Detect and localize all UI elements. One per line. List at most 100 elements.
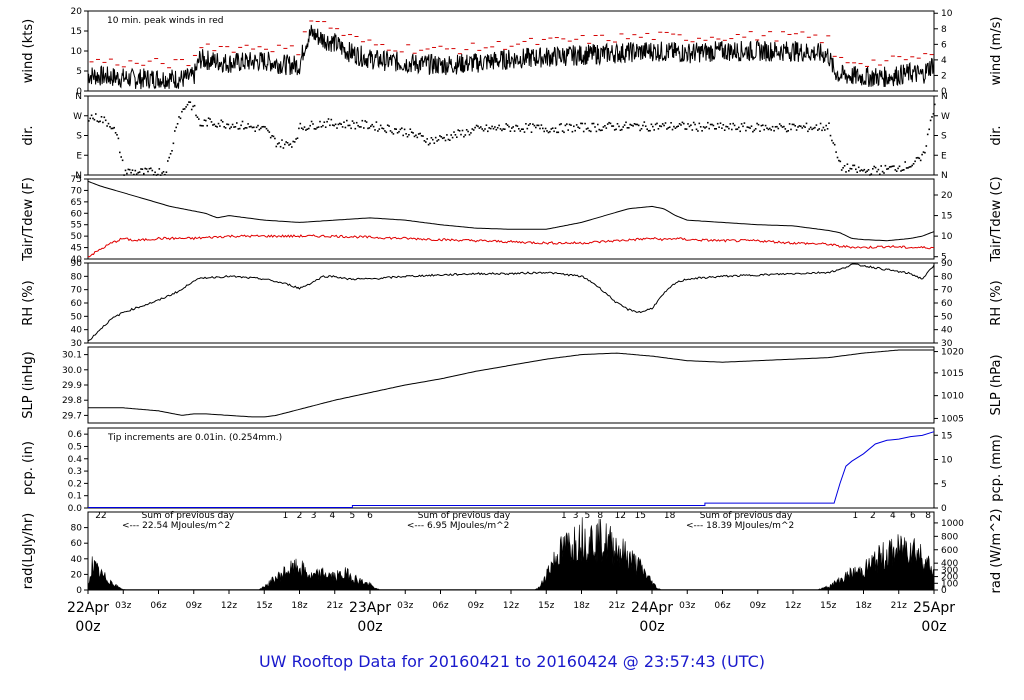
direction-point — [254, 130, 256, 132]
direction-point — [444, 139, 447, 142]
radiation-annotation: 3 — [573, 511, 579, 521]
direction-point — [791, 123, 794, 126]
direction-point — [564, 124, 567, 127]
direction-point — [334, 123, 337, 126]
radiation-annotation: 5 — [350, 511, 356, 521]
day-hour-label: 00z — [921, 619, 946, 635]
hour-label: 21z — [327, 601, 343, 611]
direction-point — [853, 164, 856, 167]
direction-point — [248, 126, 251, 128]
hour-label: 06z — [150, 601, 166, 611]
hour-label: 15z — [820, 601, 836, 611]
direction-point — [785, 130, 788, 133]
direction-point — [415, 134, 417, 137]
direction-point — [544, 127, 547, 130]
left-tick-label: N — [75, 92, 82, 102]
direction-point — [876, 170, 878, 173]
direction-point — [498, 124, 500, 127]
left-tick-label: 0.3 — [68, 467, 82, 477]
direction-point — [504, 128, 506, 130]
direction-point — [911, 164, 913, 167]
day-label: 22Apr — [67, 600, 109, 616]
direction-point — [676, 126, 678, 128]
right-axis-label: dir. — [989, 125, 1004, 145]
left-axis-label: SLP (inHg) — [21, 351, 36, 419]
direction-point — [260, 127, 262, 130]
hour-label: 18z — [855, 601, 871, 611]
direction-point — [465, 129, 468, 131]
direction-point — [671, 128, 674, 131]
direction-point — [570, 124, 572, 126]
right-tick-label: 0 — [941, 504, 947, 514]
direction-point — [446, 134, 448, 136]
direction-point — [745, 129, 747, 132]
direction-point — [116, 134, 118, 136]
direction-point — [143, 172, 145, 175]
direction-point — [337, 123, 340, 126]
direction-point — [437, 139, 440, 141]
direction-point — [628, 127, 630, 129]
direction-point — [870, 173, 873, 175]
right-tick-label: W — [941, 112, 950, 122]
direction-point — [735, 128, 737, 131]
direction-point — [202, 125, 204, 127]
left-tick-label: 30.1 — [62, 351, 82, 361]
direction-point — [602, 126, 605, 128]
direction-point — [699, 126, 702, 128]
direction-point — [886, 168, 888, 170]
direction-point — [244, 127, 247, 129]
direction-point — [274, 137, 276, 140]
direction-point — [701, 130, 703, 132]
direction-point — [688, 125, 691, 128]
left-tick-label: 29.8 — [62, 396, 82, 406]
direction-point — [918, 157, 921, 160]
direction-point — [176, 123, 179, 125]
direction-point — [427, 143, 430, 146]
direction-point — [661, 123, 664, 125]
direction-point — [234, 126, 237, 128]
direction-point — [558, 123, 561, 126]
radiation-annotation: 22 — [95, 511, 106, 521]
day-hour-label: 00z — [357, 619, 382, 635]
direction-point — [378, 128, 381, 130]
direction-point — [630, 124, 633, 126]
right-tick-label: 1005 — [941, 414, 964, 424]
direction-point — [705, 126, 708, 128]
direction-point — [484, 128, 486, 130]
direction-point — [237, 128, 240, 130]
direction-point — [488, 127, 490, 129]
direction-point — [776, 125, 778, 128]
direction-point — [599, 129, 602, 132]
direction-point — [605, 127, 608, 129]
hour-label: 06z — [432, 601, 448, 611]
direction-point — [540, 124, 543, 126]
direction-point — [463, 135, 465, 138]
left-tick-label: S — [76, 132, 82, 142]
direction-point — [563, 131, 565, 134]
direction-point — [842, 167, 844, 169]
direction-point — [443, 136, 445, 139]
direction-point — [929, 119, 932, 122]
direction-point — [773, 129, 775, 132]
radiation-annotation: 6 — [910, 511, 916, 521]
radiation-annotation: 3 — [311, 511, 317, 521]
direction-point — [130, 171, 132, 174]
right-tick-label: 300 — [941, 566, 958, 576]
direction-point — [377, 130, 379, 132]
direction-point — [481, 128, 483, 130]
direction-point — [403, 128, 406, 131]
right-tick-label: 8 — [941, 25, 947, 35]
direction-point — [346, 119, 348, 122]
direction-point — [268, 131, 271, 133]
direction-point — [695, 128, 698, 131]
direction-point — [731, 128, 733, 131]
direction-point — [685, 128, 688, 130]
direction-point — [351, 120, 354, 122]
direction-point — [849, 167, 851, 170]
direction-point — [739, 130, 741, 133]
direction-point — [281, 139, 283, 141]
direction-point — [787, 130, 789, 132]
left-tick-label: 0.6 — [68, 430, 83, 440]
radiation-annotation: 1 — [561, 511, 567, 521]
day-hour-label: 00z — [639, 619, 664, 635]
